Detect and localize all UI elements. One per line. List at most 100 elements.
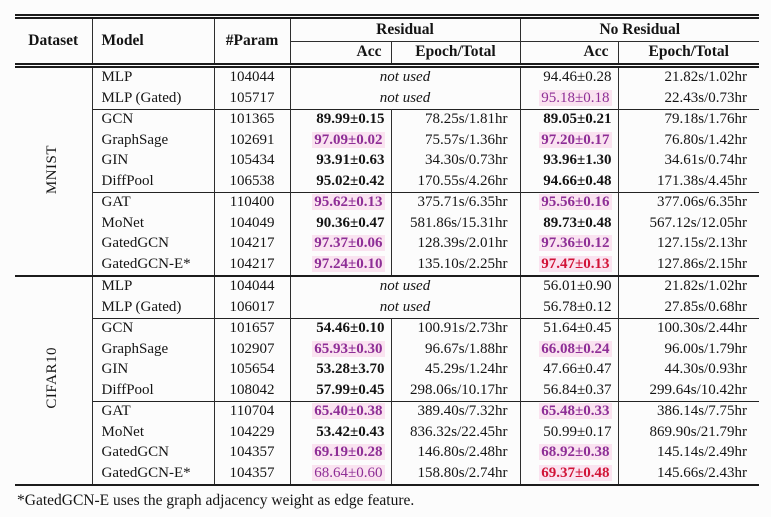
col-header-model: Model (92, 14, 215, 68)
param-cell: 106538 (214, 171, 291, 193)
model-cell: GAT (92, 192, 215, 214)
acc-value: 51.64±0.45 (543, 320, 612, 337)
acc-value: 56.84±0.37 (543, 381, 612, 398)
acc-value: 65.40±0.38 (312, 403, 385, 420)
noresidual-epoch-cell: 76.80s/1.42hr (664, 131, 748, 148)
noresidual-acc-cell: 69.37±0.48 (520, 463, 619, 486)
dataset-label-text: MNIST (44, 144, 61, 194)
acc-value: 89.99±0.15 (316, 111, 385, 128)
table-row: MLP (Gated) 105717 not used 95.18±0.18 22.43… (15, 88, 759, 110)
model-cell: GAT (92, 401, 215, 423)
param-cell: 101657 (214, 318, 291, 340)
dataset-label-text: CIFAR10 (44, 347, 61, 409)
table-header: Dataset Model #Param Residual No Residua… (15, 14, 759, 68)
residual-acc-cell: 90.36±0.47 (290, 213, 392, 234)
acc-value: 93.96±1.30 (543, 152, 612, 169)
noresidual-epoch-cell: 377.06s/6.35hr (618, 192, 759, 214)
model-cell: DiffPool (92, 380, 215, 402)
col-header-dataset: Dataset (15, 14, 93, 68)
acc-value: 54.46±0.10 (316, 320, 385, 337)
col-header-residual-acc: Acc (290, 41, 392, 68)
param-cell: 104217 (214, 234, 291, 255)
param-cell: 106017 (214, 297, 291, 319)
residual-epoch-cell: 298.06s/10.17hr (391, 380, 521, 402)
param-cell: 104049 (214, 213, 291, 234)
acc-value: 94.46±0.28 (543, 69, 612, 86)
acc-value: 97.24±0.10 (312, 255, 385, 272)
model-cell: MoNet (92, 213, 215, 234)
acc-value: 95.02±0.42 (316, 172, 385, 189)
acc-value: 68.64±0.60 (312, 464, 385, 481)
not-used-cell: not used (290, 275, 521, 298)
col-header-residual-epoch: Epoch/Total (391, 41, 521, 68)
table-row: GraphSage 102907 65.93±0.30 96.67s/1.88hr 66… (15, 339, 759, 360)
col-header-param: #Param (214, 14, 291, 68)
residual-epoch-cell: 170.55s/4.26hr (391, 171, 521, 193)
noresidual-epoch-cell: 21.82s/1.02hr (618, 275, 759, 298)
noresidual-acc-cell: 50.99±0.17 (520, 422, 619, 443)
table-row: GatedGCN 104217 97.37±0.06 128.39s/2.01hr 97… (15, 234, 759, 255)
dataset-label-mnist: MNIST (15, 65, 93, 276)
acc-value: 93.91±0.63 (316, 152, 385, 169)
noresidual-acc-cell: 93.96±1.30 (520, 151, 619, 172)
residual-acc-cell: 65.93±0.30 (290, 339, 392, 360)
acc-value: 50.99±0.17 (543, 423, 612, 440)
residual-epoch-cell: 45.29s/1.24hr (391, 360, 521, 381)
col-header-noresidual-epoch: Epoch/Total (618, 41, 759, 68)
acc-value: 65.93±0.30 (312, 340, 385, 357)
residual-epoch-cell: 375.71s/6.35hr (391, 192, 521, 214)
acc-value: 97.09±0.02 (312, 131, 385, 148)
param-cell: 102907 (214, 339, 291, 360)
acc-value: 95.18±0.18 (539, 89, 612, 106)
noresidual-epoch-cell: 96.00s/1.79hr (664, 340, 748, 357)
acc-value: 89.73±0.48 (543, 214, 612, 231)
residual-epoch-cell: 836.32s/22.45hr (391, 422, 521, 443)
dataset-block-mnist: MNIST MLP 104044 not used 94.46±0.28 21.82s/1… (15, 65, 759, 276)
noresidual-epoch-cell: 100.30s/2.44hr (618, 318, 759, 340)
noresidual-epoch-cell: 44.30s/0.93hr (664, 361, 748, 378)
noresidual-acc-cell: 56.78±0.12 (520, 297, 619, 319)
table-row: MNIST MLP 104044 not used 94.46±0.28 21.82s/1… (15, 65, 759, 276)
residual-acc-cell: 97.09±0.02 (290, 130, 392, 151)
noresidual-acc-cell: 89.05±0.21 (520, 109, 619, 131)
noresidual-epoch-cell: 299.64s/10.42hr (649, 381, 748, 398)
col-header-noresidual-acc: Acc (520, 41, 619, 68)
acc-value: 56.78±0.12 (543, 298, 612, 315)
table-row: GCN 101657 54.46±0.10 100.91s/2.73hr 51.64±0… (15, 318, 759, 340)
table-row: DiffPool 106538 95.02±0.42 170.55s/4.26hr 94… (15, 171, 759, 193)
param-cell: 110704 (214, 401, 291, 423)
results-table: Dataset Model #Param Residual No Residua… (15, 14, 759, 486)
model-cell: MLP (92, 65, 215, 89)
noresidual-acc-cell: 56.84±0.37 (520, 380, 619, 402)
noresidual-epoch-cell: 22.43s/0.73hr (664, 89, 748, 106)
table-row: GCN 101365 89.99±0.15 78.25s/1.81hr 89.05±0.… (15, 109, 759, 131)
noresidual-epoch-cell: 869.90s/21.79hr (649, 423, 748, 440)
noresidual-acc-cell: 95.56±0.16 (520, 192, 619, 214)
param-cell: 104044 (214, 65, 291, 89)
model-cell: MLP (Gated) (92, 88, 215, 110)
table-row: GatedGCN-E* 104357 68.64±0.60 158.80s/2.74h… (15, 463, 759, 486)
noresidual-epoch-cell: 145.14s/2.49hr (657, 444, 747, 461)
residual-acc-cell: 68.64±0.60 (290, 463, 392, 486)
param-cell: 105717 (214, 88, 291, 110)
noresidual-acc-cell: 94.66±0.48 (520, 171, 619, 193)
acc-value: 97.47±0.13 (539, 255, 612, 272)
residual-epoch-cell: 389.40s/7.32hr (391, 401, 521, 423)
residual-acc-cell: 97.37±0.06 (290, 234, 392, 255)
acc-value: 68.92±0.38 (539, 444, 612, 461)
dataset-label-cifar10: CIFAR10 (15, 275, 93, 486)
noresidual-acc-cell: 94.46±0.28 (520, 65, 619, 89)
param-cell: 102691 (214, 130, 291, 151)
residual-acc-cell: 69.19±0.28 (290, 443, 392, 464)
acc-value: 89.05±0.21 (543, 111, 612, 128)
residual-epoch-cell: 78.25s/1.81hr (391, 109, 521, 131)
param-cell: 104357 (214, 443, 291, 464)
table-row: GAT 110400 95.62±0.13 375.71s/6.35hr 95.56±0… (15, 192, 759, 214)
noresidual-epoch-cell: 27.85s/0.68hr (664, 298, 748, 315)
noresidual-acc-cell: 65.48±0.33 (520, 401, 619, 423)
residual-epoch-cell: 146.80s/2.48hr (391, 443, 521, 464)
table-row: GatedGCN-E* 104217 97.24±0.10 135.10s/2.25h… (15, 254, 759, 276)
acc-value: 56.01±0.90 (543, 278, 612, 295)
noresidual-acc-cell: 47.66±0.47 (520, 360, 619, 381)
col-header-no-residual: No Residual (520, 14, 759, 42)
